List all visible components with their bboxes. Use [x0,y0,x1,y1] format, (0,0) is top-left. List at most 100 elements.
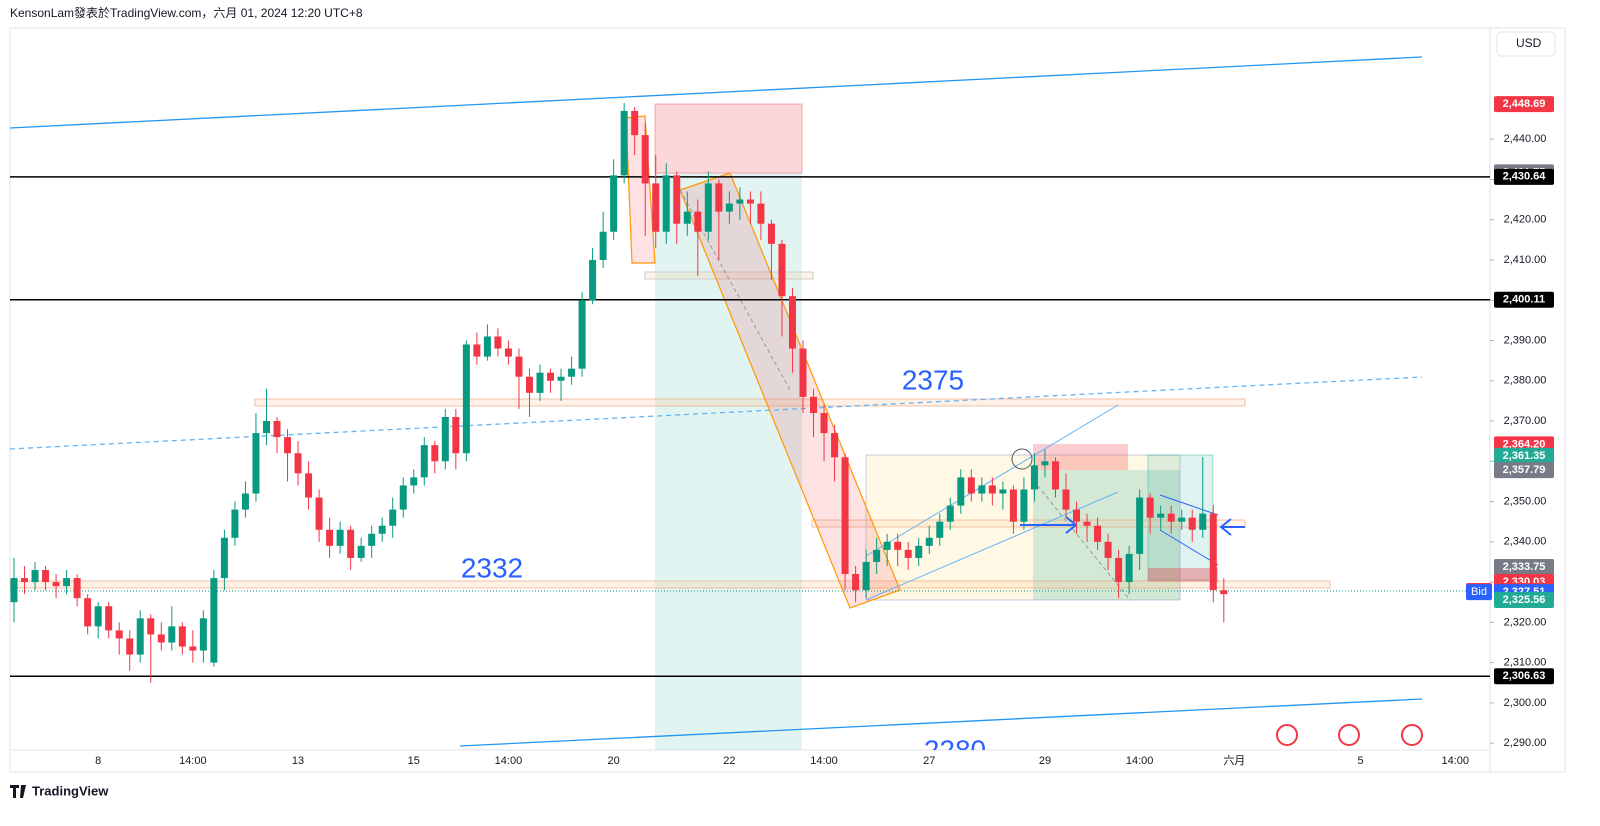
candle-body [1041,461,1049,466]
candle-body [810,396,818,413]
price-tag-label: 2,448.69 [1503,98,1546,110]
candle-body [841,457,849,575]
x-tick-label: 20 [608,755,620,767]
arrow [1065,516,1078,534]
candle-body [452,416,460,454]
trend-line [1159,494,1219,516]
candle-body [1115,557,1123,583]
footer: TradingView [10,783,109,798]
candle-body [652,183,660,232]
candle-body [136,618,144,655]
zone [10,580,1331,589]
candle-body [42,570,50,583]
position-loss [654,103,803,174]
price-tag-label: 2,430.64 [1503,171,1547,183]
candle-body [1157,513,1165,518]
event-icon[interactable] [1338,724,1360,746]
candle-body [189,646,197,651]
candle-body [978,485,986,494]
candle-body [10,578,18,603]
candle-body [168,626,176,643]
candle-body [231,509,239,538]
candle-body [525,376,533,393]
candle-body [1167,513,1175,522]
price-tag [1494,447,1554,464]
candle-body [1104,541,1112,558]
y-tick-label: 2,410.00 [1504,254,1547,266]
trend-line [10,376,1423,450]
currency-box[interactable] [1496,31,1556,57]
event-icons [1276,724,1423,746]
candle-body [589,259,597,301]
candle-body [1188,517,1196,530]
x-tick-label: 13 [292,755,304,767]
candle-body [1083,521,1091,526]
candle-body [105,606,113,631]
candle-body [936,521,944,538]
candle-body [1062,489,1070,510]
candle-body [241,493,249,510]
candle-body [441,416,449,462]
price-tag [1494,291,1554,308]
y-tick-label: 2,390.00 [1504,334,1547,346]
annotation: 2375 [902,364,964,395]
candle-body [115,630,123,639]
candle-body [641,135,649,184]
range-box [1033,444,1128,470]
price-tag [1494,96,1554,113]
candle-body [620,110,628,176]
candle-body [694,211,702,232]
marker [1011,448,1033,470]
candle-body [715,183,723,212]
candle-body [315,497,323,530]
candle-body [946,505,954,522]
candle-body [788,296,796,349]
candle-body [473,344,481,357]
price-tag [1494,558,1554,575]
candle-body [578,300,586,369]
candle-body [862,561,870,591]
x-tick-label: 29 [1039,755,1051,767]
price-tag [1494,591,1554,608]
event-icon[interactable] [1276,724,1298,746]
candle-body [1073,509,1081,522]
x-tick-label: 5 [1357,755,1363,767]
candle-body [767,223,775,244]
candle-body [31,570,39,583]
trend-line [10,56,1423,129]
candle-body [326,529,334,546]
currency: USD [1516,36,1542,50]
candle-body [389,509,397,526]
y-tick-label: 2,380.00 [1504,375,1547,387]
price-tag-label: 2,306.63 [1503,670,1546,682]
candle-body [1199,513,1207,530]
y-tick-label: 2,350.00 [1504,495,1547,507]
path-line [1032,479,1131,601]
trend-line [459,698,1423,747]
position-profit [655,173,802,750]
candle-body [347,529,355,558]
candle-body [252,433,260,494]
candle-body [220,537,228,579]
candle-body [925,537,933,546]
price-tag-kind-label: Bid [1471,586,1487,598]
candle-body [631,110,639,136]
candle-body [904,549,912,558]
x-tick-label: 27 [923,755,935,767]
price-tag [1494,168,1554,185]
candle-body [378,525,386,534]
brand: TradingView [32,783,109,798]
x-tick-label: 14:00 [1441,755,1469,767]
price-tag [1494,462,1554,479]
series [10,102,1490,683]
event-icon[interactable] [1401,724,1423,746]
candle-body [126,638,134,655]
range-box [1148,568,1218,582]
y-tick-label: 2,320.00 [1504,616,1547,628]
candle-body [1030,465,1038,490]
candle-body [536,372,544,393]
candle-body [915,545,923,558]
candle-body [967,477,975,494]
candle-body [336,529,344,546]
